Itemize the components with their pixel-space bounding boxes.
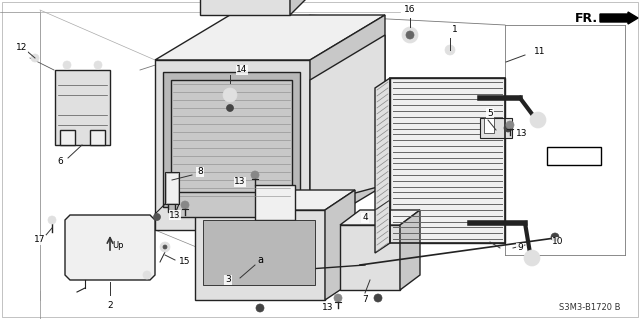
Polygon shape [171,80,292,199]
Polygon shape [195,210,325,300]
Circle shape [223,88,237,102]
Polygon shape [390,78,505,243]
Text: 9: 9 [517,243,523,253]
Polygon shape [375,78,390,253]
Circle shape [227,105,234,112]
Circle shape [551,233,559,241]
Polygon shape [155,60,310,230]
Circle shape [445,45,455,55]
Polygon shape [310,35,385,205]
Circle shape [160,242,170,252]
Polygon shape [340,210,420,225]
Text: Up: Up [112,241,124,249]
Circle shape [506,121,514,129]
Circle shape [251,171,259,179]
Text: 10: 10 [552,238,564,247]
Text: 15: 15 [179,257,191,266]
Bar [480,118,512,138]
Text: 5: 5 [487,108,493,117]
Text: 1: 1 [452,26,458,34]
Circle shape [374,294,382,302]
Text: 6: 6 [57,158,63,167]
Text: 4: 4 [362,213,368,222]
Circle shape [406,31,414,39]
Polygon shape [195,190,355,210]
Text: 7: 7 [362,295,368,305]
Polygon shape [60,130,75,145]
Circle shape [530,112,546,128]
Text: 11: 11 [534,48,546,56]
Polygon shape [400,210,420,290]
Circle shape [143,271,151,279]
FancyBboxPatch shape [547,147,601,165]
Text: B-17-30: B-17-30 [554,152,594,160]
Text: 16: 16 [404,5,416,14]
Text: 8: 8 [197,167,203,176]
Circle shape [504,124,512,132]
Text: 3: 3 [225,276,231,285]
Polygon shape [168,197,295,212]
Bar [390,78,505,243]
Polygon shape [290,0,325,15]
Polygon shape [65,215,155,280]
Circle shape [48,216,56,224]
Text: S3M3-B1720 B: S3M3-B1720 B [559,303,621,313]
Text: 17: 17 [35,235,45,244]
Polygon shape [155,15,385,60]
Circle shape [63,61,71,69]
Circle shape [94,61,102,69]
Polygon shape [200,0,290,15]
Polygon shape [340,225,400,290]
FancyArrow shape [600,12,638,24]
Circle shape [334,294,342,302]
Polygon shape [55,70,110,145]
Circle shape [154,213,161,220]
Text: 12: 12 [16,43,28,53]
Bar [165,172,179,204]
Bar [166,173,178,203]
Bar [203,220,315,285]
Circle shape [181,201,189,209]
Text: 13: 13 [323,302,333,311]
Text: a: a [257,255,263,265]
Polygon shape [255,185,295,220]
Circle shape [402,27,418,43]
Circle shape [31,54,39,62]
Circle shape [256,304,264,312]
Text: 13: 13 [234,177,246,187]
Text: 2: 2 [107,300,113,309]
Circle shape [163,245,167,249]
Polygon shape [163,72,300,207]
Polygon shape [325,190,355,300]
Polygon shape [175,192,288,217]
Text: 13: 13 [169,211,180,219]
Bar [484,118,494,133]
Circle shape [524,250,540,266]
Polygon shape [90,130,105,145]
Text: FR.: FR. [575,11,598,25]
Text: 13: 13 [516,129,528,137]
Text: 14: 14 [236,65,248,75]
Polygon shape [310,15,385,230]
